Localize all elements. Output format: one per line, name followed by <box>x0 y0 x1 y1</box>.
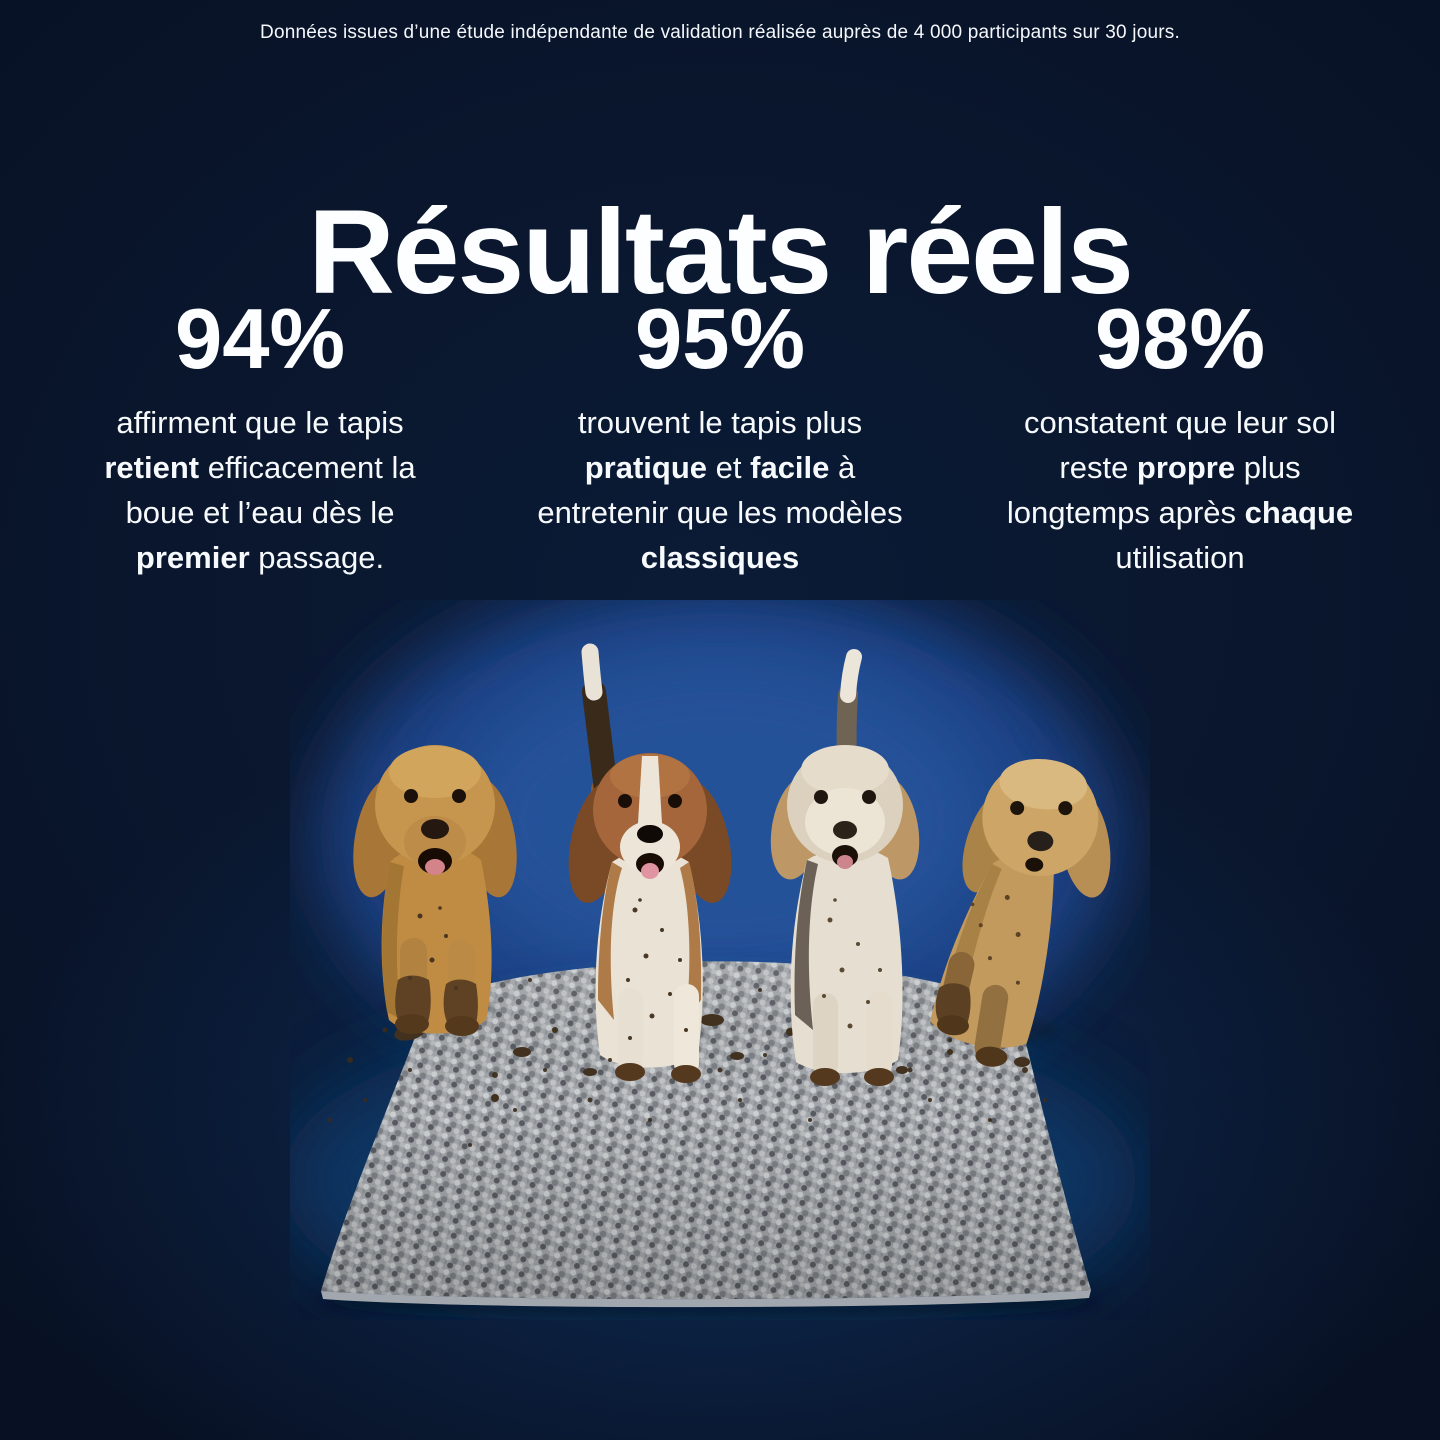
study-caption: Données issues d’une étude indépendante … <box>260 22 1180 43</box>
stat-column-3: 98% constatent que leur sol reste propre… <box>960 290 1400 580</box>
stat-description: affirment que le tapis retient efficacem… <box>104 405 416 575</box>
stat-column-1: 94% affirment que le tapis retient effic… <box>40 290 480 580</box>
mud-splatter <box>328 978 1047 1147</box>
stat-description: constatent que leur sol reste propre plu… <box>1006 405 1354 575</box>
stats-row: 94% affirment que le tapis retient effic… <box>40 290 1400 580</box>
dog-beagle <box>568 643 732 1083</box>
dog-golden-retriever <box>353 745 517 1036</box>
stat-percent: 98% <box>1094 292 1266 387</box>
stat-percent: 94% <box>174 292 346 387</box>
stat-description: trouvent le tapis plus pratique et facil… <box>537 405 903 575</box>
page-title: Résultats réels <box>308 185 1134 320</box>
dog-cream-doodle <box>770 649 920 1086</box>
stat-column-2: 95% trouvent le tapis plus pratique et f… <box>500 290 940 580</box>
dogs-on-doormat-photo <box>290 600 1140 1320</box>
dog-apricot-doodle <box>930 758 1111 1067</box>
stat-percent: 95% <box>634 292 806 387</box>
